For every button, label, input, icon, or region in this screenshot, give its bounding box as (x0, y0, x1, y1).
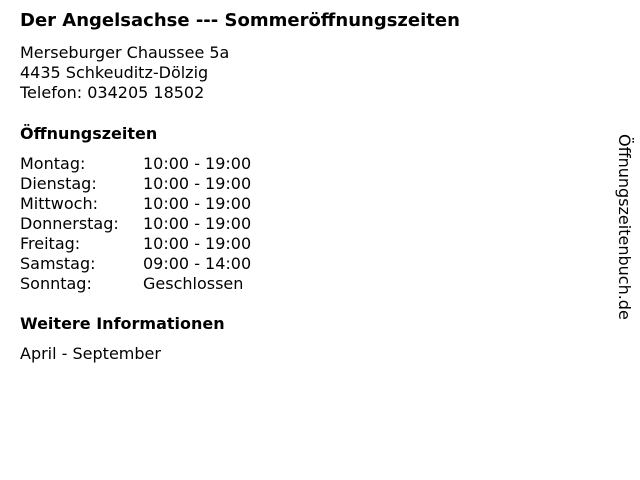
day: Donnerstag: (20, 214, 119, 233)
hours-row: Dienstag: 10:00 - 19:00 (20, 174, 251, 194)
hours-table: Montag: 10:00 - 19:00 Dienstag: 10:00 - 19… (20, 154, 251, 294)
hours-row: Freitag: 10:00 - 19:00 (20, 234, 251, 254)
time: 10:00 - 19:00 (143, 194, 252, 213)
day: Freitag: (20, 234, 81, 253)
hours-row: Samstag: 09:00 - 14:00 (20, 254, 251, 274)
address: Merseburger Chaussee 5a 4435 Schkeuditz-… (20, 43, 229, 103)
day: Samstag: (20, 254, 96, 273)
hours-heading: Öffnungszeiten (20, 124, 158, 143)
time: 10:00 - 19:00 (143, 214, 252, 233)
day: Sonntag: (20, 274, 92, 293)
time: 10:00 - 19:00 (143, 154, 252, 173)
info-text: April - September (20, 344, 161, 363)
hours-row: Sonntag: Geschlossen (20, 274, 251, 294)
time: 09:00 - 14:00 (143, 254, 252, 273)
page-title: Der Angelsachse --- Sommeröffnungszeiten (20, 10, 460, 31)
time: 10:00 - 19:00 (143, 174, 252, 193)
hours-row: Mittwoch: 10:00 - 19:00 (20, 194, 251, 214)
street: Merseburger Chaussee 5a (20, 43, 230, 62)
phone: Telefon: 034205 18502 (20, 83, 205, 102)
time: Geschlossen (143, 274, 244, 293)
time: 10:00 - 19:00 (143, 234, 252, 253)
day: Montag: (20, 154, 86, 173)
hours-row: Montag: 10:00 - 19:00 (20, 154, 251, 174)
watermark: Öffnungszeitenbuch.de (615, 134, 634, 320)
info-heading: Weitere Informationen (20, 314, 225, 333)
hours-row: Donnerstag: 10:00 - 19:00 (20, 214, 251, 234)
city: 4435 Schkeuditz-Dölzig (20, 63, 209, 82)
day: Mittwoch: (20, 194, 98, 213)
day: Dienstag: (20, 174, 97, 193)
